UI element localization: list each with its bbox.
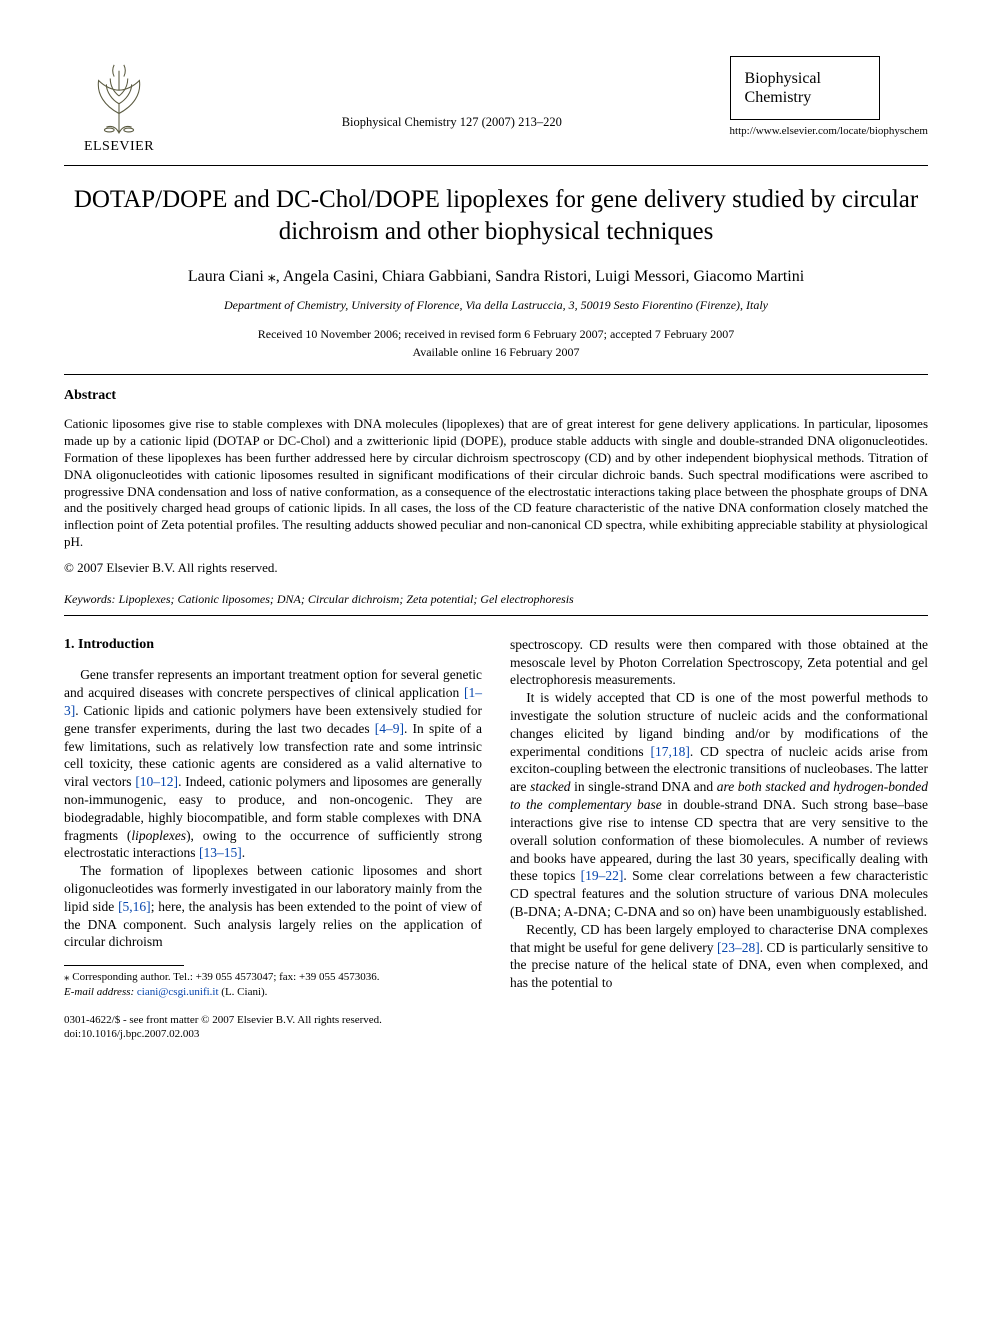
journal-url: http://www.elsevier.com/locate/biophysch… (730, 124, 928, 139)
email-label: E-mail address: (64, 986, 134, 998)
ref-4-9[interactable]: [4–9] (375, 721, 404, 736)
footnote-email: E-mail address: ciani@csgi.unifi.it (L. … (64, 985, 482, 999)
keywords-row: Keywords: Lipoplexes; Cationic liposomes… (64, 591, 928, 607)
keywords-list: Lipoplexes; Cationic liposomes; DNA; Cir… (119, 592, 574, 606)
right-p3: Recently, CD has been largely employed t… (510, 921, 928, 992)
keywords-label: Keywords: (64, 592, 116, 606)
publisher-name: ELSEVIER (84, 138, 154, 157)
t: Gene transfer represents an important tr… (64, 667, 482, 700)
elsevier-tree-icon (85, 56, 153, 136)
stacked-ital: stacked (530, 779, 570, 794)
footer-block: 0301-4622/$ - see front matter © 2007 El… (64, 1013, 482, 1042)
column-right: spectroscopy. CD results were then compa… (510, 636, 928, 1042)
dates-online: Available online 16 February 2007 (64, 344, 928, 360)
t: in single-strand DNA and (571, 779, 717, 794)
authors: Laura Ciani ⁎, Angela Casini, Chiara Gab… (64, 266, 928, 288)
rule-abstract-top (64, 374, 928, 375)
lipoplexes-ital: lipoplexes (131, 828, 186, 843)
abstract-heading: Abstract (64, 387, 928, 406)
rule-top (64, 165, 928, 166)
journal-reference: Biophysical Chemistry 127 (2007) 213–220 (174, 56, 730, 131)
section-1-heading: 1. Introduction (64, 636, 482, 654)
dates-received: Received 10 November 2006; received in r… (64, 326, 928, 342)
t: . (242, 845, 245, 860)
header-row: ELSEVIER Biophysical Chemistry 127 (2007… (64, 56, 928, 157)
two-column-body: 1. Introduction Gene transfer represents… (64, 636, 928, 1042)
journal-title-box: Biophysical Chemistry (730, 56, 880, 120)
ref-5-16[interactable]: [5,16] (118, 899, 151, 914)
email-tail: (L. Ciani). (219, 986, 268, 998)
ref-19-22[interactable]: [19–22] (581, 868, 624, 883)
ref-13-15[interactable]: [13–15] (199, 845, 242, 860)
footnote-rule (64, 965, 184, 966)
affiliation: Department of Chemistry, University of F… (64, 297, 928, 313)
journal-title-1: Biophysical (745, 69, 865, 88)
right-p2: It is widely accepted that CD is one of … (510, 689, 928, 921)
ref-23-28[interactable]: [23–28] (717, 940, 760, 955)
publisher-logo-block: ELSEVIER (64, 56, 174, 157)
left-p2: The formation of lipoplexes between cati… (64, 862, 482, 951)
footer-issn: 0301-4622/$ - see front matter © 2007 El… (64, 1013, 482, 1027)
journal-box-wrap: Biophysical Chemistry http://www.elsevie… (730, 56, 928, 139)
abstract-copyright: © 2007 Elsevier B.V. All rights reserved… (64, 559, 928, 577)
article-title: DOTAP/DOPE and DC-Chol/DOPE lipoplexes f… (64, 184, 928, 248)
footer-doi: doi:10.1016/j.bpc.2007.02.003 (64, 1027, 482, 1041)
right-p1: spectroscopy. CD results were then compa… (510, 636, 928, 689)
journal-title-2: Chemistry (745, 88, 865, 107)
abstract-text: Cationic liposomes give rise to stable c… (64, 416, 928, 549)
abstract-body: Cationic liposomes give rise to stable c… (64, 416, 928, 551)
footnote-corresponding: ⁎ Corresponding author. Tel.: +39 055 45… (64, 970, 482, 984)
rule-abstract-bottom (64, 615, 928, 616)
left-p1: Gene transfer represents an important tr… (64, 666, 482, 862)
ref-10-12[interactable]: [10–12] (135, 774, 178, 789)
ref-17-18[interactable]: [17,18] (650, 744, 689, 759)
column-left: 1. Introduction Gene transfer represents… (64, 636, 482, 1042)
email-link[interactable]: ciani@csgi.unifi.it (137, 986, 219, 998)
